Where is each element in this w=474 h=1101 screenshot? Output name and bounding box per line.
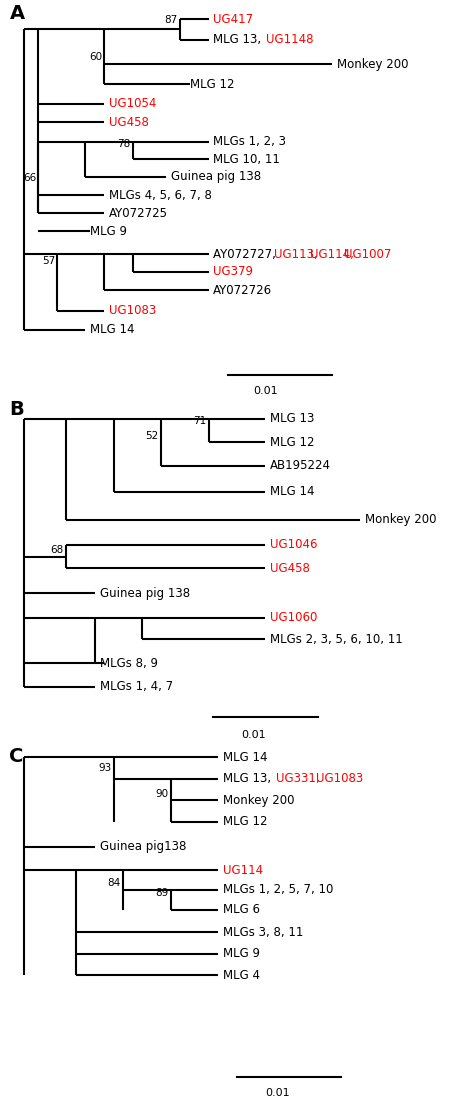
Text: 90: 90 [155, 788, 168, 798]
Text: 93: 93 [98, 763, 111, 773]
Text: UG1054: UG1054 [109, 97, 156, 110]
Text: MLG 14: MLG 14 [223, 751, 267, 764]
Text: AB195224: AB195224 [270, 459, 331, 472]
Text: Guinea pig138: Guinea pig138 [100, 840, 186, 853]
Text: UG417: UG417 [213, 12, 254, 25]
Text: 0.01: 0.01 [253, 386, 278, 396]
Text: C: C [9, 746, 24, 766]
Text: 52: 52 [146, 430, 159, 440]
Text: MLGs 1, 2, 3: MLGs 1, 2, 3 [213, 135, 286, 149]
Text: Guinea pig 138: Guinea pig 138 [171, 171, 261, 183]
Text: 71: 71 [193, 416, 206, 426]
Text: 66: 66 [23, 173, 36, 183]
Text: MLG 12: MLG 12 [190, 77, 234, 90]
Text: UG331,: UG331, [276, 773, 323, 785]
Text: 0.01: 0.01 [265, 1089, 290, 1099]
Text: UG114,: UG114, [310, 248, 358, 261]
Text: UG114: UG114 [223, 863, 263, 876]
Text: B: B [9, 400, 24, 418]
Text: A: A [9, 4, 25, 23]
Text: MLGs 1, 4, 7: MLGs 1, 4, 7 [100, 680, 173, 694]
Text: Monkey 200: Monkey 200 [365, 513, 437, 526]
Text: Monkey 200: Monkey 200 [337, 57, 408, 70]
Text: UG1083: UG1083 [316, 773, 364, 785]
Text: 87: 87 [164, 14, 178, 24]
Text: MLGs 8, 9: MLGs 8, 9 [100, 657, 157, 669]
Text: AY072725: AY072725 [109, 207, 168, 220]
Text: MLGs 3, 8, 11: MLGs 3, 8, 11 [223, 926, 303, 939]
Text: Monkey 200: Monkey 200 [223, 794, 294, 807]
Text: MLGs 1, 2, 5, 7, 10: MLGs 1, 2, 5, 7, 10 [223, 883, 333, 896]
Text: 68: 68 [51, 545, 64, 555]
Text: 0.01: 0.01 [241, 730, 266, 740]
Text: MLG 12: MLG 12 [223, 816, 267, 828]
Text: MLG 13: MLG 13 [270, 413, 315, 425]
Text: Guinea pig 138: Guinea pig 138 [100, 587, 190, 600]
Text: MLG 14: MLG 14 [90, 324, 135, 336]
Text: UG1007: UG1007 [344, 248, 391, 261]
Text: MLG 10, 11: MLG 10, 11 [213, 153, 280, 166]
Text: 60: 60 [89, 52, 102, 62]
Text: UG458: UG458 [270, 562, 310, 575]
Text: MLG 9: MLG 9 [223, 947, 260, 960]
Text: MLGs 2, 3, 5, 6, 10, 11: MLGs 2, 3, 5, 6, 10, 11 [270, 633, 403, 645]
Text: AY072727,: AY072727, [213, 248, 280, 261]
Text: 89: 89 [155, 887, 168, 898]
Text: 78: 78 [117, 139, 130, 149]
Text: MLG 4: MLG 4 [223, 969, 260, 982]
Text: MLG 14: MLG 14 [270, 486, 315, 499]
Text: AY072726: AY072726 [213, 284, 273, 296]
Text: UG1083: UG1083 [109, 304, 156, 317]
Text: UG1046: UG1046 [270, 538, 318, 552]
Text: UG379: UG379 [213, 265, 253, 279]
Text: UG113,: UG113, [274, 248, 321, 261]
Text: UG458: UG458 [109, 116, 149, 129]
Text: MLG 13,: MLG 13, [223, 773, 274, 785]
Text: UG1060: UG1060 [270, 611, 318, 624]
Text: MLG 9: MLG 9 [90, 225, 127, 238]
Text: UG1148: UG1148 [266, 33, 314, 46]
Text: MLGs 4, 5, 6, 7, 8: MLGs 4, 5, 6, 7, 8 [109, 188, 212, 201]
Text: MLG 13,: MLG 13, [213, 33, 265, 46]
Text: MLG 6: MLG 6 [223, 903, 260, 916]
Text: MLG 12: MLG 12 [270, 436, 315, 448]
Text: 57: 57 [42, 257, 55, 266]
Text: 84: 84 [108, 879, 121, 889]
